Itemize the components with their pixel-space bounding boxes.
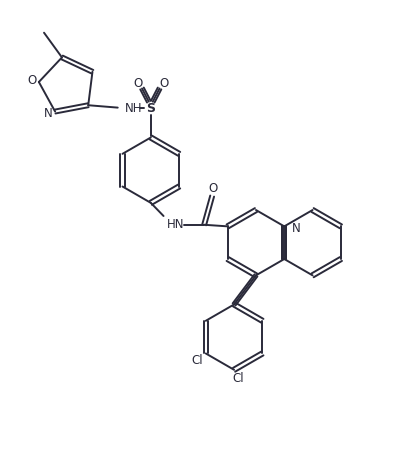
Text: S: S	[146, 102, 155, 115]
Text: O: O	[133, 77, 143, 90]
Text: N: N	[291, 222, 300, 235]
Text: NH: NH	[125, 102, 142, 115]
Text: Cl: Cl	[232, 372, 244, 385]
Text: O: O	[27, 73, 36, 86]
Text: N: N	[44, 107, 52, 120]
Text: Cl: Cl	[191, 354, 203, 367]
Text: O: O	[208, 182, 218, 195]
Text: O: O	[159, 77, 168, 90]
Text: HN: HN	[167, 218, 184, 231]
